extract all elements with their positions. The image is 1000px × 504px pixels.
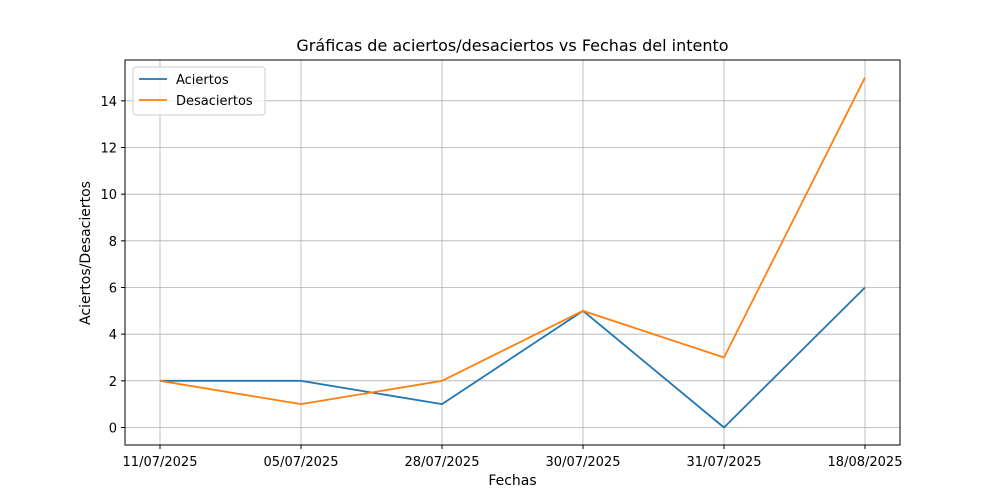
x-tick-label: 28/07/2025 <box>405 455 480 470</box>
legend: Aciertos Desaciertos <box>132 66 266 116</box>
y-tick-label: 10 <box>100 188 117 203</box>
y-tick-label: 14 <box>100 95 117 110</box>
legend-label: Aciertos <box>176 73 229 88</box>
y-tick-label: 2 <box>109 375 117 390</box>
plot-area-frame <box>124 59 901 446</box>
y-tick-label: 6 <box>109 282 117 297</box>
x-tick-label: 31/07/2025 <box>687 455 762 470</box>
series-line-desaciertos <box>159 77 866 406</box>
legend-label: Desaciertos <box>176 94 253 109</box>
x-tick-label: 05/07/2025 <box>264 455 339 470</box>
chart-title: Gráficas de aciertos/desaciertos vs Fech… <box>296 36 728 55</box>
y-tick-label: 12 <box>100 142 117 157</box>
axis-ticks: 11/07/2025 05/07/2025 28/07/2025 30/07/2025… <box>100 95 902 470</box>
series-line-aciertos <box>160 286 866 429</box>
x-tick-label: 18/08/2025 <box>828 455 903 470</box>
y-axis-label: Aciertos/Desaciertos <box>78 181 94 325</box>
x-axis-label: Fechas <box>488 473 536 489</box>
x-tick-label: 11/07/2025 <box>123 455 198 470</box>
y-tick-label: 4 <box>109 328 117 343</box>
y-tick-label: 8 <box>109 235 117 250</box>
grid <box>125 60 900 445</box>
series-lines <box>159 77 866 429</box>
y-tick-label: 0 <box>109 422 117 437</box>
x-tick-label: 30/07/2025 <box>546 455 621 470</box>
